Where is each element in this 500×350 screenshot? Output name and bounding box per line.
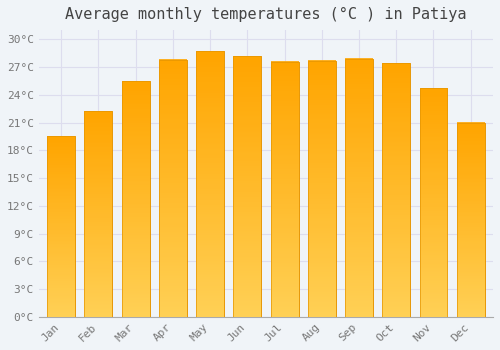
Title: Average monthly temperatures (°C ) in Patiya: Average monthly temperatures (°C ) in Pa… — [65, 7, 466, 22]
Bar — [420, 88, 448, 317]
Bar — [159, 60, 187, 317]
Bar — [196, 51, 224, 317]
Bar — [308, 61, 336, 317]
Bar — [122, 81, 150, 317]
Bar — [382, 63, 410, 317]
Bar — [234, 56, 262, 317]
Bar — [84, 111, 112, 317]
Bar — [270, 62, 298, 317]
Bar — [234, 56, 262, 317]
Bar — [345, 59, 373, 317]
Bar — [196, 51, 224, 317]
Bar — [308, 61, 336, 317]
Bar — [159, 60, 187, 317]
Bar — [270, 62, 298, 317]
Bar — [457, 122, 484, 317]
Bar — [457, 122, 484, 317]
Bar — [420, 88, 448, 317]
Bar — [382, 63, 410, 317]
Bar — [47, 136, 75, 317]
Bar — [84, 111, 112, 317]
Bar — [47, 136, 75, 317]
Bar — [345, 59, 373, 317]
Bar — [122, 81, 150, 317]
